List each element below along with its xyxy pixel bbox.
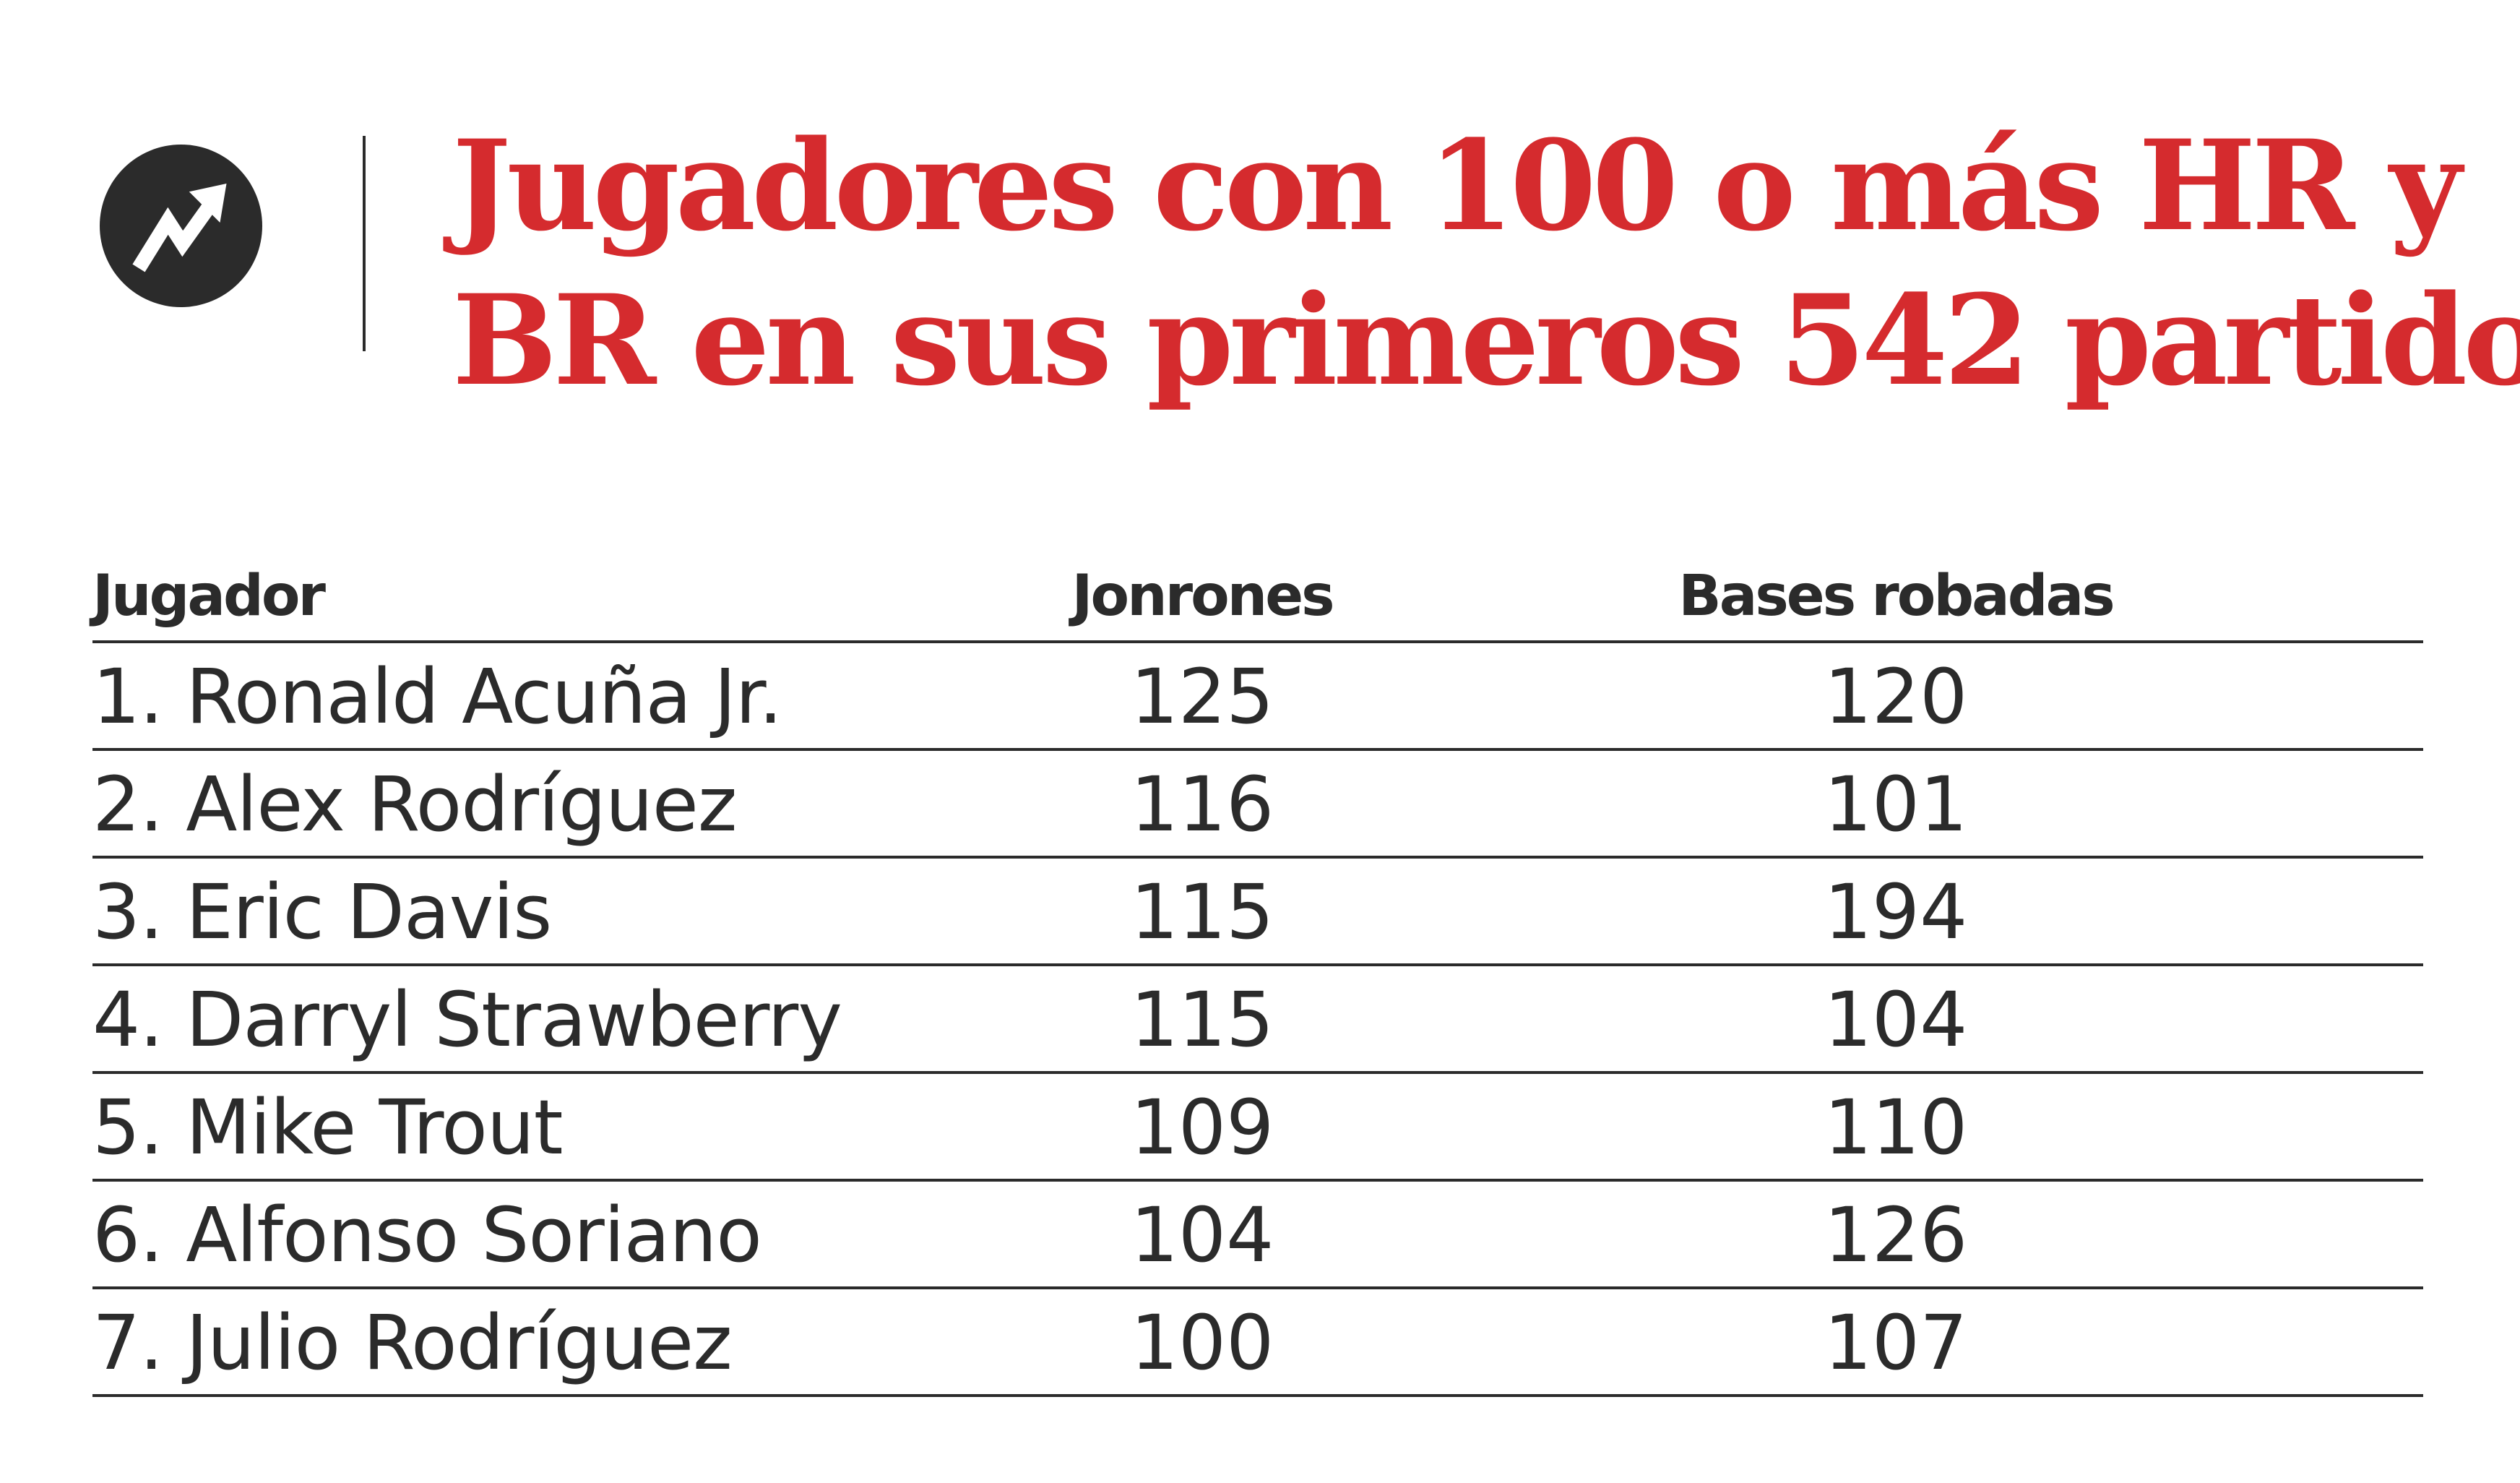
home-runs-value: 100 xyxy=(1130,1299,1274,1387)
player-name: 6. Alfonso Soriano xyxy=(92,1191,762,1279)
header-stolen-bases: Bases robadas xyxy=(1678,564,2115,629)
stolen-bases-value: 120 xyxy=(1824,653,1968,741)
table-row: 7. Julio Rodríguez 100 107 xyxy=(92,1289,2423,1397)
title-divider xyxy=(363,136,366,351)
table-row: 1. Ronald Acuña Jr. 125 120 xyxy=(92,643,2423,751)
home-runs-value: 125 xyxy=(1130,653,1274,741)
table-row: 4. Darryl Strawberry 115 104 xyxy=(92,966,2423,1074)
table-header: Jugador Jonrones Bases robadas xyxy=(92,549,2423,643)
player-name: 4. Darryl Strawberry xyxy=(92,976,842,1064)
header-player: Jugador xyxy=(92,564,326,629)
stolen-bases-value: 101 xyxy=(1824,760,1968,848)
player-name: 7. Julio Rodríguez xyxy=(92,1299,733,1387)
table-row: 6. Alfonso Soriano 104 126 xyxy=(92,1182,2423,1289)
table-row: 2. Alex Rodríguez 116 101 xyxy=(92,751,2423,859)
table-row: 5. Mike Trout 109 110 xyxy=(92,1074,2423,1182)
stolen-bases-value: 194 xyxy=(1824,868,1968,956)
player-name: 1. Ronald Acuña Jr. xyxy=(92,653,782,741)
logo xyxy=(100,145,262,307)
home-runs-value: 104 xyxy=(1130,1191,1274,1279)
table-row: 3. Eric Davis 115 194 xyxy=(92,859,2423,966)
header-home-runs: Jonrones xyxy=(1071,564,1334,629)
stolen-bases-value: 107 xyxy=(1824,1299,1968,1387)
title-line-2: BR en sus primeros 542 partidos xyxy=(452,267,2520,413)
player-name: 5. Mike Trout xyxy=(92,1083,564,1172)
stolen-bases-value: 110 xyxy=(1824,1083,1968,1172)
home-runs-value: 109 xyxy=(1130,1083,1274,1172)
page-title: Jugadores con 100 o más HR y BR en sus p… xyxy=(452,108,2520,418)
home-runs-value: 115 xyxy=(1130,976,1274,1064)
title-line-1: Jugadores con 100 o más HR y xyxy=(452,112,2461,259)
stolen-bases-value: 104 xyxy=(1824,976,1968,1064)
player-name: 3. Eric Davis xyxy=(92,868,552,956)
stolen-bases-value: 126 xyxy=(1824,1191,1968,1279)
stats-table: Jugador Jonrones Bases robadas 1. Ronald… xyxy=(92,549,2423,1397)
home-runs-value: 115 xyxy=(1130,868,1274,956)
home-runs-value: 116 xyxy=(1130,760,1274,848)
trend-arrow-icon xyxy=(100,145,262,307)
player-name: 2. Alex Rodríguez xyxy=(92,760,737,848)
